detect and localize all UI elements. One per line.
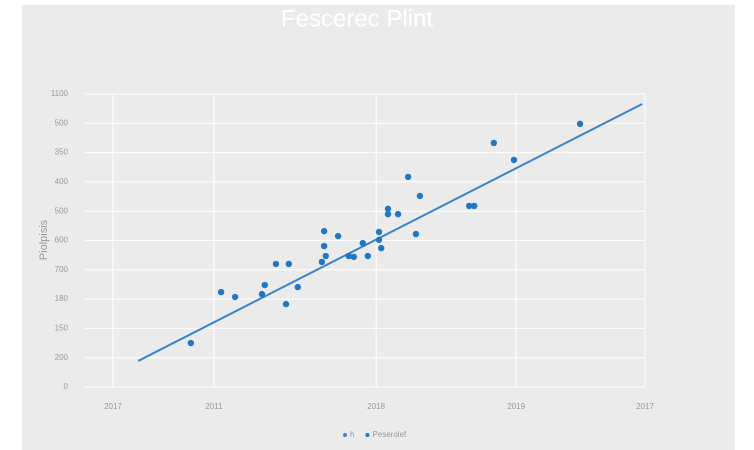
legend-marker (365, 433, 370, 437)
y-tick-label: 500 (55, 118, 69, 127)
point (258, 290, 266, 298)
point (345, 252, 352, 260)
point (322, 252, 329, 260)
y-tick-label: 180 (55, 294, 69, 303)
x-tick-label: 2018 (367, 402, 385, 411)
point (350, 253, 357, 261)
point (282, 300, 290, 308)
y-tick-label: 150 (55, 324, 69, 333)
legend-label: h (350, 430, 354, 439)
point (465, 202, 473, 210)
panel (22, 5, 735, 450)
point (272, 260, 280, 268)
point (359, 239, 366, 247)
y-tick-label: 600 (55, 236, 69, 245)
point (318, 258, 326, 266)
x-tick-label: 2019 (507, 402, 525, 411)
y-tick-label: 350 (55, 148, 69, 157)
x-tick-label: 2017 (636, 402, 654, 411)
point (378, 244, 385, 252)
y-tick-label: 0 (64, 382, 69, 391)
point (412, 230, 420, 238)
point (231, 293, 239, 301)
point (334, 232, 342, 240)
y-tick-label: 1100 (51, 89, 69, 98)
legend-label: Peserolef (372, 430, 407, 439)
point (384, 210, 392, 218)
trend-line (137, 103, 643, 362)
point (471, 202, 478, 210)
point (404, 173, 412, 181)
point (285, 260, 293, 268)
y-axis-label: Piolpisis (38, 219, 50, 260)
point (320, 227, 328, 235)
point (510, 156, 518, 164)
point (416, 192, 424, 200)
y-tick-label: 200 (55, 353, 69, 362)
y-tick-label: 500 (55, 206, 69, 215)
y-tick-label: 700 (55, 265, 69, 274)
point (576, 120, 584, 128)
point (261, 281, 268, 289)
point (294, 283, 301, 291)
chart-title: Fescerec Plint (281, 5, 433, 32)
point (187, 339, 195, 347)
point (364, 252, 371, 260)
point (394, 210, 402, 218)
point (490, 139, 497, 147)
point (320, 242, 328, 250)
point (384, 205, 392, 213)
point (217, 288, 225, 296)
legend-marker (343, 433, 347, 437)
x-tick-label: 2017 (104, 402, 122, 411)
x-tick-label: 2011 (205, 402, 223, 411)
y-tick-label: 400 (55, 177, 69, 186)
point (375, 236, 383, 244)
point (375, 228, 383, 236)
